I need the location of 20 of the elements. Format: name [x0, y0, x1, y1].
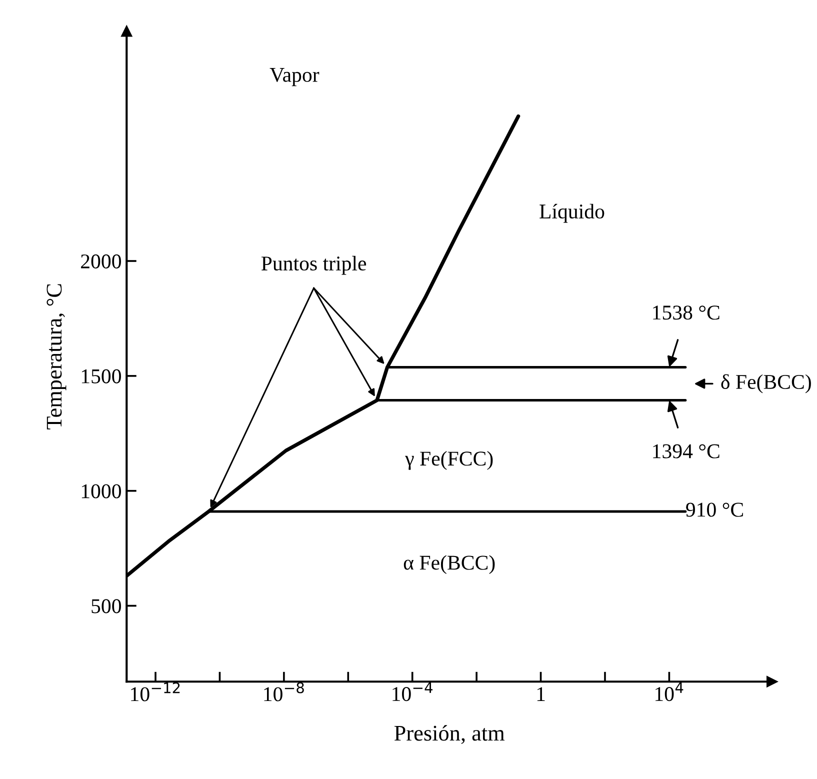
annotation: δ Fe(BCC): [721, 374, 811, 394]
y-tick-label: 1500: [82, 369, 121, 384]
annotation: Puntos triple: [261, 256, 366, 275]
x-tick-label: 10$^{−4}$: [392, 682, 433, 702]
annotation: Líquido: [540, 204, 604, 223]
x-tick-label: 1: [537, 687, 545, 701]
annotation: 1394 °C: [653, 444, 720, 458]
annotation: 1538 °C: [653, 306, 720, 320]
annotation: α Fe(BCC): [404, 555, 495, 574]
x-tick-label: 10$^{−8}$: [264, 682, 304, 702]
annotation: 910 °C: [686, 502, 743, 517]
y-axis-title: Temperatura, °C: [46, 284, 66, 430]
x-tick-label: 10$^{4}$: [656, 682, 684, 702]
x-tick-label: 10$^{−12}$: [131, 682, 180, 702]
y-tick-label: 2000: [81, 254, 121, 268]
y-tick-label: 1000: [82, 484, 121, 498]
x-axis-title: Presión, atm: [394, 725, 505, 744]
annotation: Vapor: [270, 68, 320, 86]
y-tick-label: 500: [92, 599, 121, 614]
annotation: γ Fe(FCC): [405, 451, 493, 470]
